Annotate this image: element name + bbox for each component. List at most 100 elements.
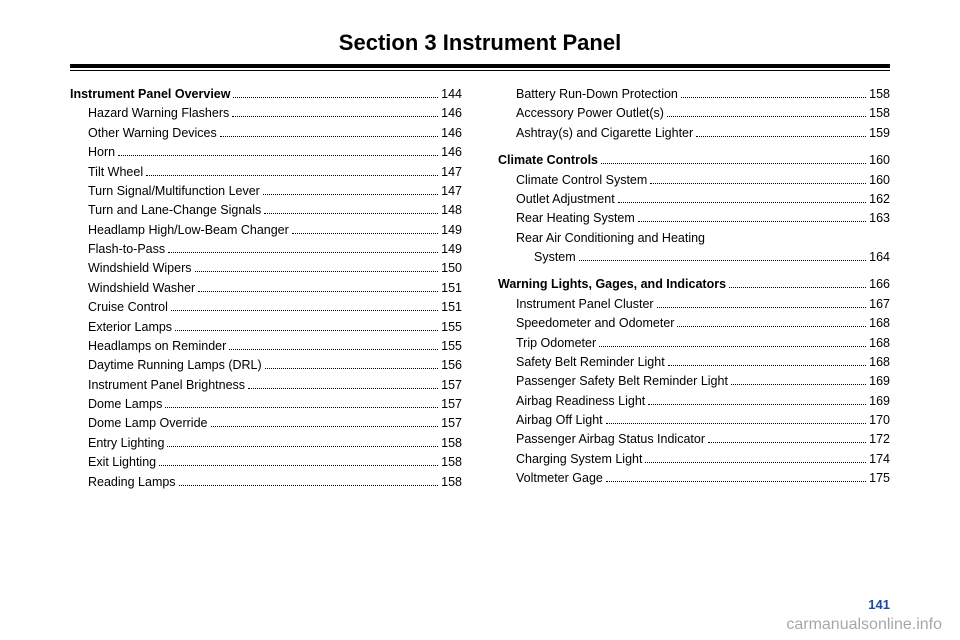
- toc-entry-label: System: [534, 248, 576, 267]
- toc-leader-dots: [667, 116, 866, 117]
- page-container: Section 3 Instrument Panel Instrument Pa…: [0, 0, 960, 492]
- toc-entry-page: 168: [869, 334, 890, 353]
- toc-entry: Rear Heating System 163: [498, 209, 890, 228]
- toc-leader-dots: [167, 446, 438, 447]
- toc-entry-label: Tilt Wheel: [88, 163, 143, 182]
- toc-entry: Windshield Washer151: [70, 279, 462, 298]
- toc-leader-dots: [618, 202, 866, 203]
- toc-entry: Trip Odometer168: [498, 334, 890, 353]
- toc-leader-dots: [232, 116, 438, 117]
- toc-leader-dots: [579, 260, 866, 261]
- toc-leader-dots: [175, 330, 438, 331]
- toc-leader-dots: [265, 368, 438, 369]
- toc-entry-label: Turn and Lane-Change Signals: [88, 201, 261, 220]
- toc-entry-label: Passenger Airbag Status Indicator: [516, 430, 705, 449]
- toc-entry-page: 169: [869, 392, 890, 411]
- toc-entry-label: Reading Lamps: [88, 473, 176, 492]
- toc-entry: Battery Run-Down Protection158: [498, 85, 890, 104]
- toc-entry-page: 149: [441, 221, 462, 240]
- toc-entry: Climate Controls 160: [498, 151, 890, 170]
- toc-entry-page: 148: [441, 201, 462, 220]
- toc-entry-label: Daytime Running Lamps (DRL): [88, 356, 262, 375]
- toc-entry: System 164: [498, 248, 890, 267]
- toc-entry-page: 149: [441, 240, 462, 259]
- toc-leader-dots: [648, 404, 866, 405]
- toc-entry-page: 151: [441, 298, 462, 317]
- toc-entry-label: Warning Lights, Gages, and Indicators: [498, 275, 726, 294]
- toc-leader-dots: [606, 423, 867, 424]
- toc-entry: Instrument Panel Cluster167: [498, 295, 890, 314]
- toc-leader-dots: [681, 97, 866, 98]
- toc-entry-label: Entry Lighting: [88, 434, 164, 453]
- toc-entry-page: 144: [441, 85, 462, 104]
- toc-entry-page: 160: [869, 151, 890, 170]
- toc-entry-label: Instrument Panel Overview: [70, 85, 230, 104]
- toc-entry-label: Hazard Warning Flashers: [88, 104, 229, 123]
- toc-entry-page: 170: [869, 411, 890, 430]
- divider-thin: [70, 70, 890, 71]
- toc-entry: Exterior Lamps155: [70, 318, 462, 337]
- toc-entry-label: Speedometer and Odometer: [516, 314, 674, 333]
- toc-left-column: Instrument Panel Overview144Hazard Warni…: [70, 85, 462, 492]
- toc-entry-label: Dome Lamps: [88, 395, 162, 414]
- toc-entry-page: 156: [441, 356, 462, 375]
- toc-leader-dots: [165, 407, 438, 408]
- toc-entry: Climate Control System160: [498, 171, 890, 190]
- toc-entry-label: Airbag Off Light: [516, 411, 603, 430]
- toc-leader-dots: [292, 233, 438, 234]
- toc-entry: Headlamps on Reminder 155: [70, 337, 462, 356]
- toc-leader-dots: [248, 388, 438, 389]
- toc-entry-page: 158: [441, 473, 462, 492]
- toc-entry-page: 155: [441, 337, 462, 356]
- toc-entry-page: 174: [869, 450, 890, 469]
- toc-leader-dots: [696, 136, 866, 137]
- toc-entry-label: Accessory Power Outlet(s): [516, 104, 664, 123]
- toc-entry: Charging System Light174: [498, 450, 890, 469]
- toc-entry-page: 158: [869, 104, 890, 123]
- toc-entry: Airbag Readiness Light169: [498, 392, 890, 411]
- toc-entry: Exit Lighting158: [70, 453, 462, 472]
- toc-entry-page: 158: [869, 85, 890, 104]
- toc-entry-page: 175: [869, 469, 890, 488]
- divider-thick: [70, 64, 890, 68]
- toc-entry-page: 163: [869, 209, 890, 228]
- toc-entry: Daytime Running Lamps (DRL) 156: [70, 356, 462, 375]
- toc-entry: Outlet Adjustment 162: [498, 190, 890, 209]
- toc-leader-dots: [264, 213, 438, 214]
- toc-entry: Airbag Off Light 170: [498, 411, 890, 430]
- watermark-text: carmanualsonline.info: [786, 616, 942, 634]
- toc-leader-dots: [229, 349, 438, 350]
- toc-entry-label: Climate Controls: [498, 151, 598, 170]
- toc-entry-label: Headlamp High/Low-Beam Changer: [88, 221, 289, 240]
- toc-entry-label: Rear Heating System: [516, 209, 635, 228]
- toc-entry-label: Outlet Adjustment: [516, 190, 615, 209]
- toc-entry-label: Other Warning Devices: [88, 124, 217, 143]
- toc-entry-label: Flash-to-Pass: [88, 240, 165, 259]
- toc-entry: Hazard Warning Flashers146: [70, 104, 462, 123]
- toc-entry-page: 166: [869, 275, 890, 294]
- toc-entry: Passenger Safety Belt Reminder Light169: [498, 372, 890, 391]
- toc-entry: Accessory Power Outlet(s) 158: [498, 104, 890, 123]
- toc-leader-dots: [601, 163, 866, 164]
- toc-entry-page: 162: [869, 190, 890, 209]
- toc-leader-dots: [657, 307, 867, 308]
- toc-leader-dots: [159, 465, 438, 466]
- toc-entry: Dome Lamp Override157: [70, 414, 462, 433]
- toc-leader-dots: [233, 97, 438, 98]
- toc-leader-dots: [708, 442, 866, 443]
- toc-entry-label: Ashtray(s) and Cigarette Lighter: [516, 124, 693, 143]
- toc-entry: Reading Lamps 158: [70, 473, 462, 492]
- toc-entry-page: 146: [441, 143, 462, 162]
- toc-leader-dots: [118, 155, 438, 156]
- toc-entry-page: 164: [869, 248, 890, 267]
- toc-entry: Windshield Wipers150: [70, 259, 462, 278]
- toc-entry: Rear Air Conditioning and Heating: [498, 229, 890, 248]
- toc-entry-page: 151: [441, 279, 462, 298]
- toc-entry-label: Headlamps on Reminder: [88, 337, 226, 356]
- toc-entry-page: 150: [441, 259, 462, 278]
- toc-entry-page: 157: [441, 395, 462, 414]
- toc-entry-page: 157: [441, 376, 462, 395]
- toc-entry: Warning Lights, Gages, and Indicators 166: [498, 275, 890, 294]
- toc-entry-page: 147: [441, 163, 462, 182]
- toc-leader-dots: [729, 287, 866, 288]
